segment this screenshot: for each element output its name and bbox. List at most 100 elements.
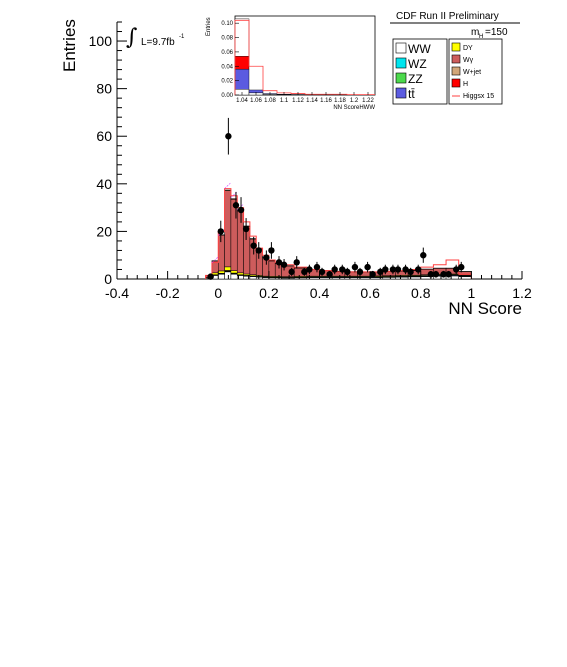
bar-WW-22 bbox=[407, 276, 421, 280]
inset-x-tick-label-0: 1.04 bbox=[236, 98, 248, 104]
inset-y-tick-label-3: 0.06 bbox=[221, 50, 233, 56]
x-tick-label-5: 0.6 bbox=[360, 285, 380, 301]
inset-bar-2-0 bbox=[234, 56, 250, 70]
data-point-6 bbox=[250, 242, 257, 249]
x-tick-label-7: 1 bbox=[467, 285, 475, 301]
legend-label-3: tt̄ bbox=[408, 87, 415, 101]
legend-swatch-r0 bbox=[451, 42, 461, 52]
legend-label-r1: Wγ bbox=[463, 57, 474, 64]
mass-value: =150 bbox=[485, 27, 508, 38]
series-W-bars bbox=[205, 190, 472, 278]
inset-series-2 bbox=[234, 56, 250, 70]
data-point-8 bbox=[263, 254, 270, 261]
bar-DY-4 bbox=[230, 270, 238, 274]
x-tick-label-8: 1.2 bbox=[512, 285, 532, 301]
chart-title: CDF Run II Preliminary bbox=[396, 11, 499, 22]
integral-sign: ∫ bbox=[126, 25, 138, 50]
data-point-9 bbox=[268, 247, 275, 254]
bar-W-3 bbox=[224, 190, 232, 268]
legend-label-1: WZ bbox=[408, 57, 427, 71]
data-point-10 bbox=[275, 259, 283, 266]
legend-label-0: WW bbox=[408, 42, 431, 56]
x-tick-label-2: 0 bbox=[214, 285, 222, 301]
legend-swatch-r1 bbox=[451, 54, 461, 64]
data-point-39 bbox=[458, 263, 465, 271]
inset-x-tick-label-5: 1.14 bbox=[306, 98, 318, 104]
data-point-34 bbox=[427, 271, 435, 278]
data-point-38 bbox=[452, 266, 460, 273]
x-tick-label-6: 0.8 bbox=[411, 285, 431, 301]
data-point-18 bbox=[326, 271, 333, 278]
y-tick-label-1: 20 bbox=[96, 223, 112, 239]
inset-x-tick-label-7: 1.18 bbox=[334, 98, 346, 104]
inset-x-tick-label-8: 1.2 bbox=[350, 98, 359, 104]
inset-x-tick-label-9: 1.22 bbox=[362, 98, 374, 104]
y-tick-label-5: 100 bbox=[89, 33, 113, 49]
data-point-26 bbox=[377, 268, 384, 276]
inset-y-tick-label-0: 0.00 bbox=[221, 93, 233, 99]
bar-WW-2 bbox=[218, 273, 225, 280]
x-tick-label-4: 0.4 bbox=[310, 285, 330, 301]
bar-WW-26 bbox=[458, 276, 472, 280]
bar-DY-3 bbox=[224, 266, 232, 271]
data-point-21 bbox=[344, 268, 351, 276]
legend-label-r3: H bbox=[463, 81, 468, 88]
bar-W-2 bbox=[218, 234, 225, 272]
data-point-30 bbox=[402, 266, 409, 273]
bar-W-5 bbox=[236, 210, 244, 274]
inset-y-axis-title: Entries bbox=[206, 17, 212, 36]
inset-plot: 0.000.020.040.060.080.101.04 1.06 1.08 1.1 1… bbox=[206, 15, 376, 111]
uncertainty-hatch-3 bbox=[224, 182, 232, 189]
data-point-3 bbox=[232, 202, 240, 209]
data-point-11 bbox=[280, 261, 288, 268]
legend-swatch-2 bbox=[395, 72, 407, 84]
data-point-35 bbox=[432, 271, 440, 278]
bar-DY-5 bbox=[236, 272, 244, 275]
legend-swatch-1 bbox=[395, 57, 407, 69]
data-point-24 bbox=[364, 263, 371, 271]
x-tick-label-0: -0.4 bbox=[105, 285, 129, 301]
bar-WW-4 bbox=[230, 273, 238, 280]
y-tick-label-3: 60 bbox=[96, 128, 112, 144]
data-point-2 bbox=[225, 133, 232, 140]
legend-label-2: ZZ bbox=[408, 72, 423, 86]
data-point-14 bbox=[301, 268, 308, 276]
inset-y-tick-label-4: 0.08 bbox=[221, 36, 233, 42]
inset-x-tick-label-1: 1.06 bbox=[250, 98, 262, 104]
series-WW-bars bbox=[205, 271, 472, 280]
data-point-15 bbox=[306, 266, 313, 273]
luminosity-text: L=9.7fb bbox=[141, 37, 175, 48]
y-tick-label-2: 40 bbox=[96, 176, 112, 192]
inset-series-1 bbox=[234, 68, 306, 95]
mass-label: m H =150 bbox=[471, 27, 508, 40]
data-point-0 bbox=[207, 273, 214, 280]
bar-Wjet-3 bbox=[224, 189, 232, 191]
inset-y-tick-label-2: 0.04 bbox=[221, 64, 233, 70]
main-plot: -0.4 -0.2 0 0.2 0.4 0.6 0.8 1 1.2 0 20 40 60 80 100 bbox=[89, 21, 532, 301]
legend-swatch-0 bbox=[395, 42, 407, 54]
data-point-12 bbox=[288, 268, 295, 276]
data-point-36 bbox=[440, 271, 447, 278]
bar-WW-3 bbox=[224, 271, 232, 280]
data-point-13 bbox=[293, 259, 300, 266]
x-tick-label-3: 0.2 bbox=[259, 285, 279, 301]
bar-W-6 bbox=[243, 226, 251, 275]
bar-WW-7 bbox=[249, 276, 257, 280]
inset-x-tick-label-2: 1.08 bbox=[264, 98, 276, 104]
bar-DY-2 bbox=[218, 270, 225, 274]
x-axis-title: NN Score bbox=[448, 299, 522, 318]
inset-signal-line bbox=[234, 19, 375, 96]
data-point-25 bbox=[369, 271, 376, 278]
data-point-31 bbox=[407, 268, 414, 276]
inset-bar-1-0 bbox=[234, 68, 250, 90]
legend-swatch-r3 bbox=[451, 78, 461, 88]
data-point-23 bbox=[356, 268, 364, 276]
data-point-17 bbox=[318, 268, 326, 276]
data-point-5 bbox=[242, 225, 250, 233]
y-tick-label-0: 0 bbox=[104, 271, 112, 287]
luminosity-exponent: -1 bbox=[179, 34, 185, 40]
data-point-32 bbox=[415, 266, 422, 273]
data-point-1 bbox=[217, 228, 224, 235]
